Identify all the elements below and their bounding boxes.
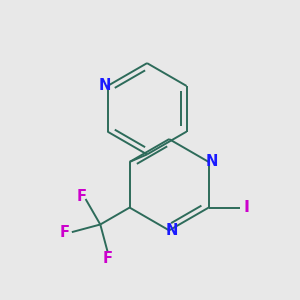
Text: N: N bbox=[99, 79, 111, 94]
Text: N: N bbox=[206, 154, 218, 169]
Text: F: F bbox=[77, 189, 87, 204]
Text: I: I bbox=[243, 200, 249, 215]
Text: F: F bbox=[103, 251, 113, 266]
Text: N: N bbox=[166, 223, 178, 238]
Text: F: F bbox=[59, 225, 70, 240]
